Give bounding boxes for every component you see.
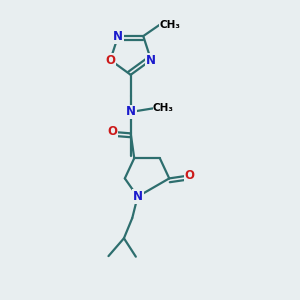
Text: O: O	[105, 53, 115, 67]
Text: N: N	[133, 190, 142, 203]
Text: N: N	[126, 106, 136, 118]
Text: CH₃: CH₃	[153, 103, 174, 113]
Text: O: O	[107, 125, 117, 138]
Text: N: N	[146, 53, 156, 67]
Text: O: O	[184, 169, 194, 182]
Text: N: N	[113, 30, 123, 43]
Text: CH₃: CH₃	[160, 20, 181, 30]
